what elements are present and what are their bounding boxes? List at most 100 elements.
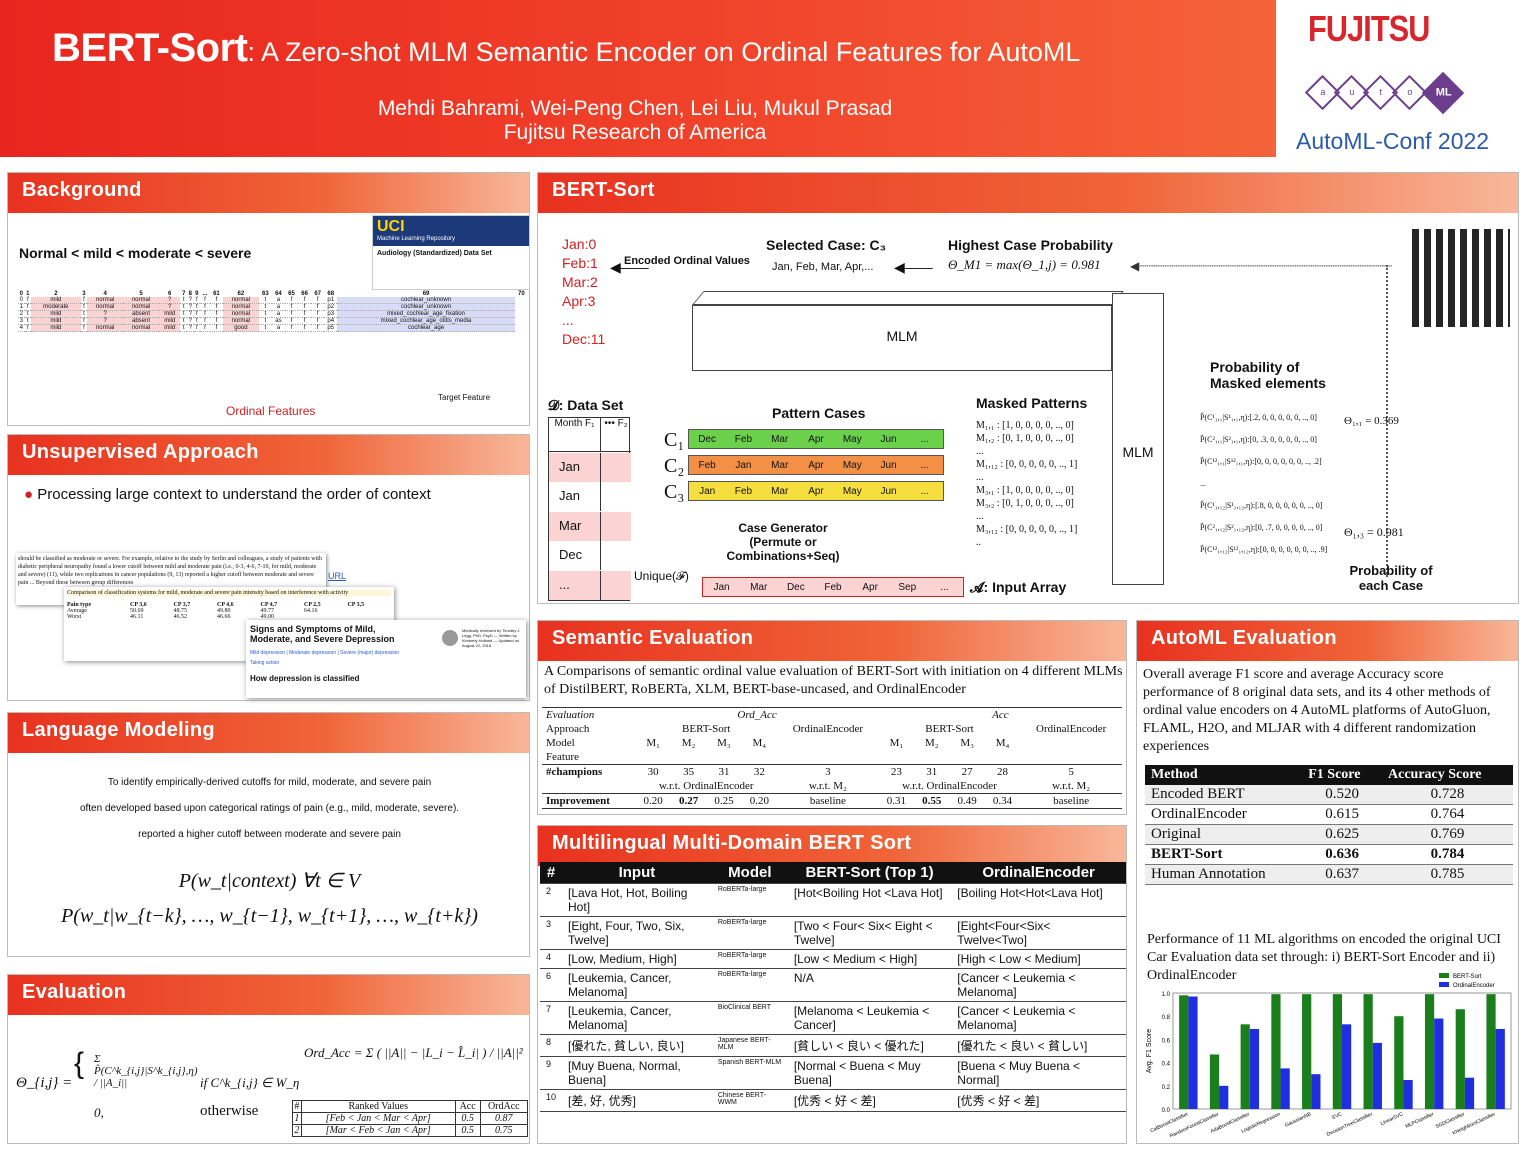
eval-cell: 0.87: [479, 1112, 529, 1125]
sem-cell: w.r.t. OrdinalEncoder: [902, 780, 997, 792]
bar-OrdinalEncoder: [1342, 1024, 1352, 1109]
table-cell: 4: [18, 324, 25, 332]
auto-col: Method: [1145, 765, 1303, 785]
month-code: Dec:11: [562, 331, 606, 347]
snip-col: Pain type: [67, 602, 92, 608]
table-cell: f: [284, 310, 299, 318]
y-tick: 0.8: [1162, 1015, 1171, 1021]
snippet-3: Signs and Symptoms of Mild, Moderate, an…: [246, 620, 526, 698]
mlm-block-1: MLM: [692, 305, 1112, 371]
mm-cell: [優れた, 貧しい, 良い]: [562, 1034, 712, 1057]
table-row: 7 [Leukemia, Cancer, Melanoma] BioClinical…: [540, 1001, 1126, 1035]
cell-value: Apr: [862, 581, 878, 593]
table-cell: f: [193, 324, 201, 332]
table-cell: as: [271, 317, 285, 325]
table-cell: f: [80, 324, 88, 332]
dataset-col2: ••• F₂: [601, 418, 631, 452]
highest-eq: Θ_M1 = max(Θ_1,j) = 0.981: [948, 257, 1101, 272]
eval-cell: 0.5: [454, 1124, 481, 1137]
mm-col: Input: [562, 862, 712, 884]
eval-cell: 2: [292, 1124, 302, 1137]
snip-cell: 49.00: [260, 614, 275, 620]
sem-cell: 30: [647, 766, 659, 778]
table-cell: f: [24, 324, 32, 332]
mask-item: ...: [976, 472, 984, 483]
sem-cell: 31: [718, 766, 730, 778]
background-heading: Background: [8, 173, 529, 213]
eval-col: OrdAcc: [479, 1100, 529, 1113]
col-header: 65: [288, 291, 295, 297]
bar-BERT-Sort: [1179, 995, 1189, 1109]
table-cell: t: [258, 303, 272, 311]
sem-row: w.r.t. OrdinalEncoder w.r.t. M₂ w.r.t. Ord…: [542, 779, 1122, 794]
sem-cell: Evaluation: [546, 709, 595, 721]
theta-13: Θ₁,₃ = 0.981: [1344, 525, 1404, 539]
snip-col: CP 3,5: [347, 602, 365, 608]
eval-row: 1 [Feb < Jan < Mar < Apr] 0.5 0.87: [292, 1112, 529, 1125]
table-row: 1 f moderate f normal normal? t? f f f normal t a f f f…: [18, 303, 528, 311]
auto-cell: 0.615: [1302, 804, 1383, 825]
mask-item: ...: [976, 446, 984, 457]
table-cell: a: [271, 324, 285, 332]
table-cell: t: [180, 324, 188, 332]
brace: {: [74, 1047, 85, 1080]
table-cell: f: [24, 297, 32, 304]
snip-cell: 46.66: [217, 614, 231, 620]
table-cell: mild: [31, 310, 81, 318]
equation-2: P(w_t|w_{t−k}, …, w_{t−1}, w_{t+1}, …, w…: [61, 905, 478, 927]
table-cell: ?: [158, 303, 181, 311]
auto-cell: Encoded BERT: [1145, 785, 1303, 805]
sem-cell: 28: [997, 766, 1009, 778]
ordacc-eq: Ord_Acc = Σ ( ||A|| − |L_i − L̂_i| ) / |…: [304, 1045, 523, 1060]
table-cell: t: [258, 297, 272, 304]
bar-BERT-Sort: [1240, 1024, 1250, 1109]
auto-cell: 0.784: [1382, 844, 1513, 865]
table-cell: f: [311, 303, 325, 311]
auto-cell: 0.728: [1382, 785, 1513, 805]
table-cell: normal: [222, 317, 259, 325]
table-cell: f: [193, 317, 201, 325]
table-cell: t: [180, 303, 188, 311]
mm-cell: [Normal < Buena < Muy Buena]: [787, 1056, 952, 1090]
table-cell: ?: [187, 310, 194, 318]
case-c2: Feb Jan Mar Apr May Jun...: [688, 455, 944, 475]
cell-value: Mar: [771, 485, 789, 497]
month-code: Feb:1: [562, 255, 598, 271]
sem-row: Feature: [542, 750, 1122, 765]
table-cell: absent: [123, 317, 159, 325]
theta-eq: Θ_{i,j} =: [16, 1075, 73, 1091]
auto-cell: 0.769: [1382, 824, 1513, 845]
mm-cell: [Hot<Boiling Hot <Lava Hot]: [787, 883, 952, 917]
table-cell: f: [284, 324, 299, 332]
table-cell: f: [209, 303, 223, 311]
sem-cell: baseline: [1053, 795, 1090, 807]
background-panel: Background Normal < mild < moderate < se…: [7, 172, 530, 426]
col-header: ...: [202, 291, 208, 297]
table-cell: mild: [158, 310, 181, 318]
mm-cell: N/A: [787, 968, 952, 1002]
table-cell: t: [80, 310, 88, 318]
snip-cell: 49.77: [260, 608, 275, 614]
dataset-cell: Mar: [549, 511, 601, 541]
sem-cell: OrdinalEncoder: [792, 723, 863, 735]
table-row: Human Annotation 0.637 0.785: [1145, 864, 1513, 885]
table-cell: f: [311, 317, 325, 325]
col-header: 1: [26, 291, 30, 297]
url-link[interactable]: URL: [328, 571, 347, 581]
table-cell: cochlear_age: [337, 324, 515, 332]
sem-cell: M₁: [889, 737, 904, 749]
table-cell: f: [193, 310, 201, 318]
month-code: ...: [562, 312, 574, 328]
sem-row: #champions 30 35 31 32 3 23 31 27 28 5: [542, 764, 1122, 780]
sem-cell: 23: [890, 766, 902, 778]
table-cell: cochlear_unknown: [337, 297, 515, 304]
mask-item: M₃,₂ : [0, 1, 0, 0, 0, .., 0]: [976, 498, 1074, 509]
bar-BERT-Sort: [1209, 1054, 1220, 1109]
authors: Mehdi Bahrami, Wei-Peng Chen, Lei Liu, M…: [377, 97, 893, 120]
table-cell: ?: [87, 310, 124, 318]
sem-cell: #champions: [546, 766, 603, 778]
prob-masked-label: Probability of Masked elements: [1210, 359, 1326, 391]
auto-cell: 0.636: [1302, 844, 1383, 865]
table-cell: f: [200, 303, 210, 311]
col-header: 61: [213, 291, 220, 297]
